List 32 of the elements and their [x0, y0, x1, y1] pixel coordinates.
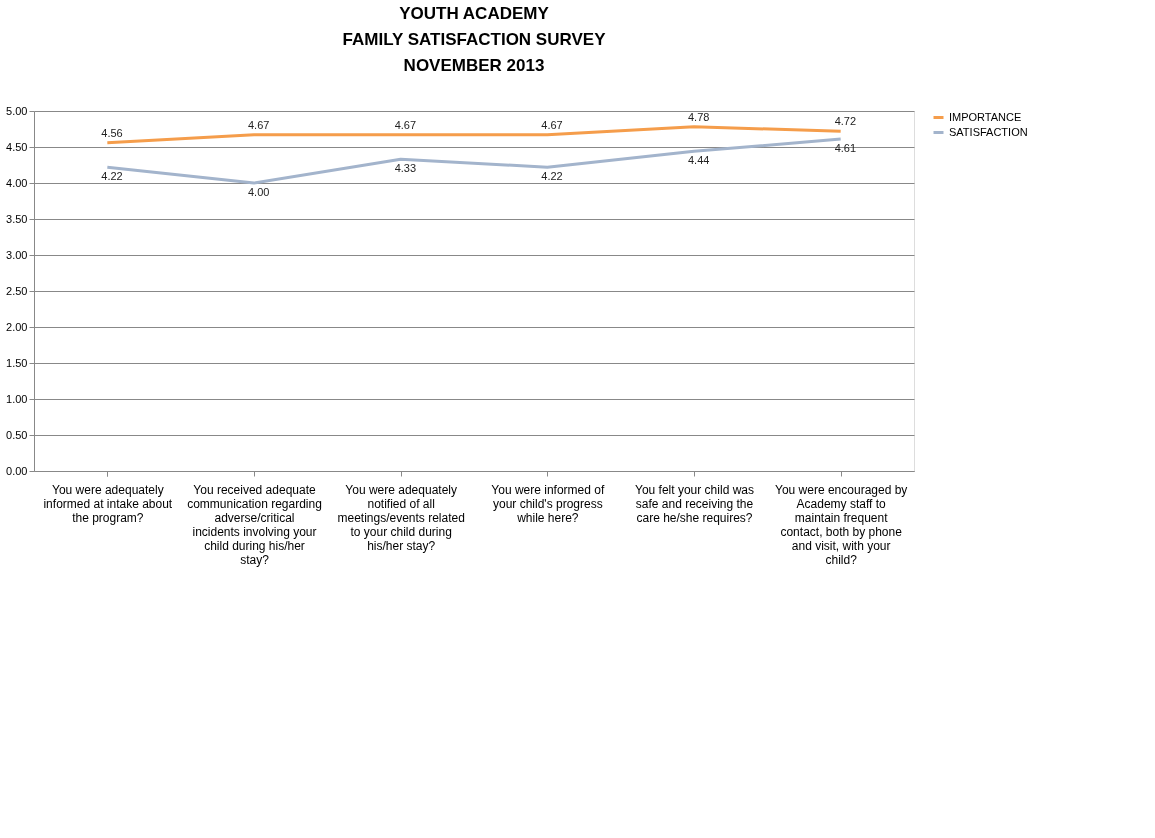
- y-tick-label: 3.50: [6, 212, 28, 225]
- y-tick-label: 1.50: [6, 356, 28, 369]
- data-label: 4.61: [834, 142, 857, 155]
- data-label: 4.56: [101, 126, 123, 139]
- data-label: 4.33: [394, 162, 417, 175]
- y-tick-label: 2.00: [6, 320, 28, 333]
- data-label: 4.22: [541, 170, 563, 183]
- data-label: 4.72: [834, 115, 857, 128]
- y-tick-label: 0.00: [6, 464, 28, 477]
- data-label: 4.22: [101, 170, 123, 183]
- x-tick-label: You were adequately informed at intake about the program?: [43, 482, 173, 525]
- x-tick-label: You were adequately notified of all meetings/events related to your child during his/her stay?: [337, 482, 465, 553]
- data-label: 4.78: [688, 110, 710, 123]
- x-tick-label: You received adequate communication regarding adverse/critical incidents involving your child during his/her stay?: [187, 482, 322, 567]
- chart-title: YOUTH ACADEMY FAMILY SATISFACTION SURVEY NOVEMBER 2013: [342, 4, 607, 75]
- data-label: 4.44: [688, 154, 710, 167]
- y-tick-label: 3.00: [6, 248, 28, 261]
- y-tick-label: 2.50: [6, 284, 28, 297]
- y-tick-label: 4.00: [6, 176, 28, 189]
- data-label: 4.00: [248, 186, 270, 198]
- y-tick-label: 4.50: [6, 140, 28, 153]
- data-label: 4.67: [541, 118, 563, 131]
- x-tick-label: You were encouraged by Academy staff to maintain frequent contact, both by phone and visit, with your child?: [775, 482, 908, 567]
- y-tick-label: 0.50: [6, 428, 28, 441]
- y-tick-label: 1.00: [6, 392, 28, 405]
- x-tick-label: You were informed of your child's progress while here?: [491, 482, 605, 525]
- legend-label: IMPORTANCE: [949, 110, 1022, 123]
- y-tick-label: 5.00: [6, 104, 28, 117]
- data-label: 4.67: [394, 118, 417, 131]
- data-label: 4.67: [248, 118, 270, 131]
- x-tick-label: You felt your child was safe and receiving the care he/she requires?: [635, 482, 754, 525]
- legend-label: SATISFACTION: [949, 125, 1028, 138]
